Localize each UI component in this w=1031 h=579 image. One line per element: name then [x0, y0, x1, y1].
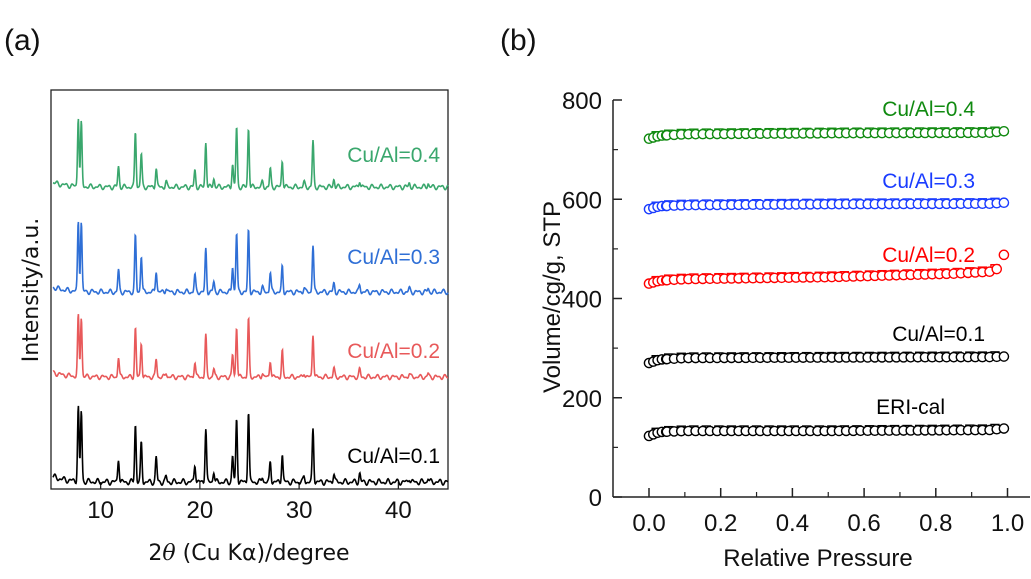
xrd-series-label: Cu/Al=0.3 [347, 246, 440, 269]
xrd-series-curve [52, 221, 449, 296]
isotherm-adsorption-point [998, 197, 1010, 209]
isotherm-adsorption-point [998, 351, 1010, 362]
xrd-series-label: Cu/Al=0.2 [347, 340, 440, 363]
xrd-series-curve [52, 405, 449, 487]
xrd-series-label: Cu/Al=0.1 [347, 445, 440, 468]
isotherm-adsorption-point [998, 249, 1010, 261]
isotherm-series [643, 249, 1010, 289]
isotherm-x-ticks: 0.0 0.2 0.4 0.6 0.8 1.0 [632, 488, 1024, 537]
isotherm-series [643, 197, 1010, 215]
isotherm-series [643, 125, 1010, 145]
isotherm-x-tick-label: 1.0 [991, 510, 1024, 537]
isotherm-adsorption-point [998, 423, 1010, 434]
isotherm-y-tick-label: 400 [562, 287, 602, 314]
xrd-x-axis-suffix: (Cu Kα)/degree [176, 541, 350, 566]
panel-b-label: (b) [500, 24, 537, 57]
isotherm-y-tick-label: 200 [562, 386, 602, 413]
isotherm-x-tick-label: 0.2 [704, 510, 737, 537]
xrd-curves [52, 118, 449, 487]
isotherm-x-tick-label: 0.0 [632, 510, 665, 537]
isotherm-y-ticks: 0 200 400 600 800 [562, 88, 622, 512]
isotherm-series-label: Cu/Al=0.1 [892, 323, 985, 346]
xrd-x-ticks: 10 20 30 40 [87, 482, 412, 524]
xrd-x-tick-label: 10 [87, 497, 114, 524]
isotherm-series-label: Cu/Al=0.3 [882, 170, 975, 193]
panel-a-label: (a) [4, 24, 41, 57]
xrd-series-curve [52, 314, 449, 381]
isotherm-adsorption-point [998, 125, 1010, 137]
isotherm-series-label: ERI-cal [876, 396, 945, 419]
xrd-x-tick-label: 30 [286, 497, 313, 524]
xrd-series-curve [52, 118, 449, 191]
isotherm-series-labels: ERI-cal Cu/Al=0.1 Cu/Al=0.2 Cu/Al=0.3 Cu/Al=… [876, 98, 985, 419]
xrd-x-axis-label: 2θ (Cu Kα)/degree [148, 541, 349, 566]
xrd-x-tick-label: 40 [385, 497, 412, 524]
xrd-plot-frame [50, 89, 449, 490]
isotherm-series-label: Cu/Al=0.4 [882, 98, 975, 121]
isotherm-points [643, 125, 1010, 442]
isotherm-y-tick-label: 0 [589, 485, 602, 512]
isotherm-adsorption-point [991, 263, 1003, 275]
isotherm-series [643, 351, 1010, 369]
isotherm-x-tick-label: 0.4 [776, 510, 809, 537]
isotherm-series-label: Cu/Al=0.2 [882, 244, 975, 267]
isotherm-x-axis-label: Relative Pressure [723, 545, 912, 572]
xrd-y-axis-label: Intensity/a.u. [19, 218, 44, 363]
xrd-series-labels: Cu/Al=0.1 Cu/Al=0.2 Cu/Al=0.3 Cu/Al=0.4 [347, 144, 440, 468]
isotherm-y-tick-label: 600 [562, 187, 602, 214]
xrd-chart: 10 20 30 40 Cu/Al=0.1Cu/Al=0.2Cu/Al=0.3Cu/A… [19, 89, 449, 566]
isotherm-y-tick-label: 800 [562, 88, 602, 115]
isotherm-x-tick-label: 0.6 [847, 510, 880, 537]
xrd-x-axis-theta: θ [162, 541, 175, 566]
xrd-x-tick-label: 20 [187, 497, 214, 524]
isotherm-series [643, 423, 1010, 442]
xrd-series-label: Cu/Al=0.4 [347, 144, 440, 167]
xrd-x-axis-prefix: 2 [148, 541, 162, 566]
isotherm-chart: 0 200 400 600 800 0.0 0.2 0.4 0.6 0.8 1.0 ERI-cal… [539, 88, 1030, 572]
isotherm-x-tick-label: 0.8 [919, 510, 952, 537]
isotherm-y-axis-label: Volume/cg/g, STP [539, 201, 566, 393]
